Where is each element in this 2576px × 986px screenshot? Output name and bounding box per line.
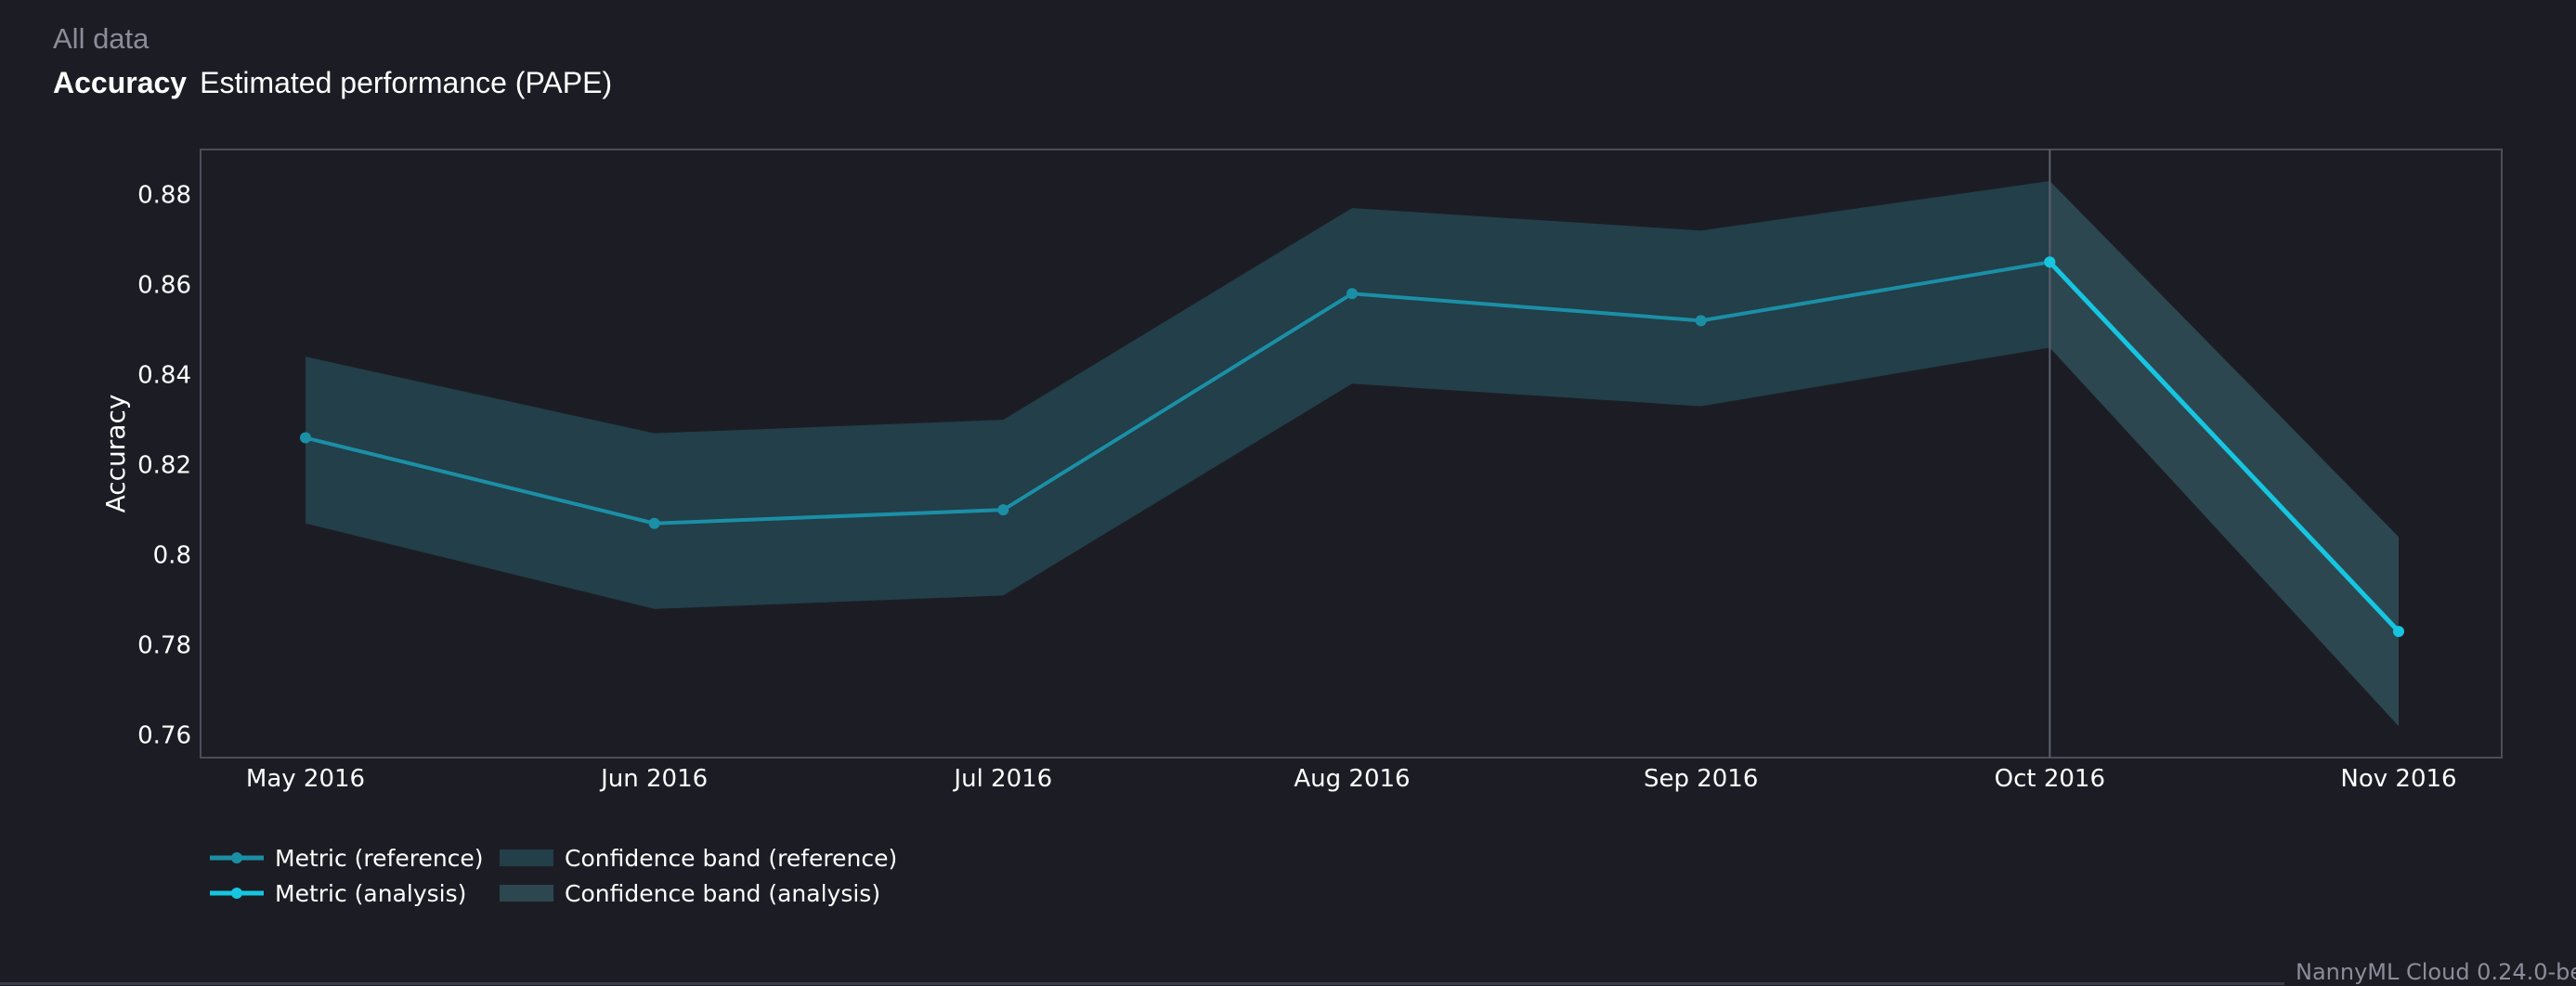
method-name: Estimated performance (PAPE)	[200, 66, 613, 99]
plot-frame	[200, 149, 2503, 759]
version-label: NannyML Cloud 0.24.0-bet	[2296, 959, 2576, 985]
data-point-reference	[1347, 288, 1358, 300]
y-tick-label: 0.86	[137, 272, 191, 300]
data-point-analysis	[2044, 256, 2056, 268]
x-tick-label: Jun 2016	[599, 765, 708, 793]
x-tick-label: Oct 2016	[1995, 765, 2105, 793]
segment-label: All data	[53, 22, 150, 55]
data-point-reference	[648, 517, 660, 529]
y-tick-label: 0.84	[137, 362, 191, 390]
x-tick-label: Jul 2016	[952, 765, 1052, 793]
metric-line-reference	[305, 260, 2050, 525]
data-point-reference	[997, 504, 1009, 516]
y-axis-label: Accuracy	[100, 395, 131, 513]
y-tick-label: 0.82	[137, 452, 191, 480]
legend-item: Confidence band (reference)	[565, 845, 897, 872]
y-tick-label: 0.78	[137, 632, 191, 660]
legend-band-swatch	[500, 885, 553, 902]
y-tick-label: 0.88	[137, 182, 191, 210]
legend-marker-swatch	[231, 852, 242, 863]
footer-divider	[0, 982, 2284, 985]
confidence-band-analysis	[2049, 180, 2399, 727]
y-tick-label: 0.76	[137, 722, 191, 750]
data-point-analysis	[2393, 626, 2404, 638]
x-tick-label: Nov 2016	[2340, 765, 2456, 793]
data-point-reference	[300, 432, 311, 444]
x-tick-label: May 2016	[246, 765, 365, 793]
x-tick-label: Sep 2016	[1644, 765, 1758, 793]
legend-item: Metric (analysis)	[275, 880, 466, 907]
confidence-band-reference	[306, 180, 2050, 609]
legend-marker-swatch	[231, 888, 242, 899]
metric-name: Accuracy	[53, 66, 188, 99]
legend-band-swatch	[500, 850, 553, 866]
metric-line-analysis	[2048, 260, 2400, 633]
data-point-reference	[1695, 315, 1707, 327]
legend-item: Confidence band (analysis)	[565, 880, 880, 907]
chart-heading: Accuracy Estimated performance (PAPE)	[53, 66, 612, 100]
y-tick-label: 0.8	[153, 542, 191, 570]
x-tick-label: Aug 2016	[1294, 765, 1410, 793]
legend-item: Metric (reference)	[275, 845, 484, 872]
